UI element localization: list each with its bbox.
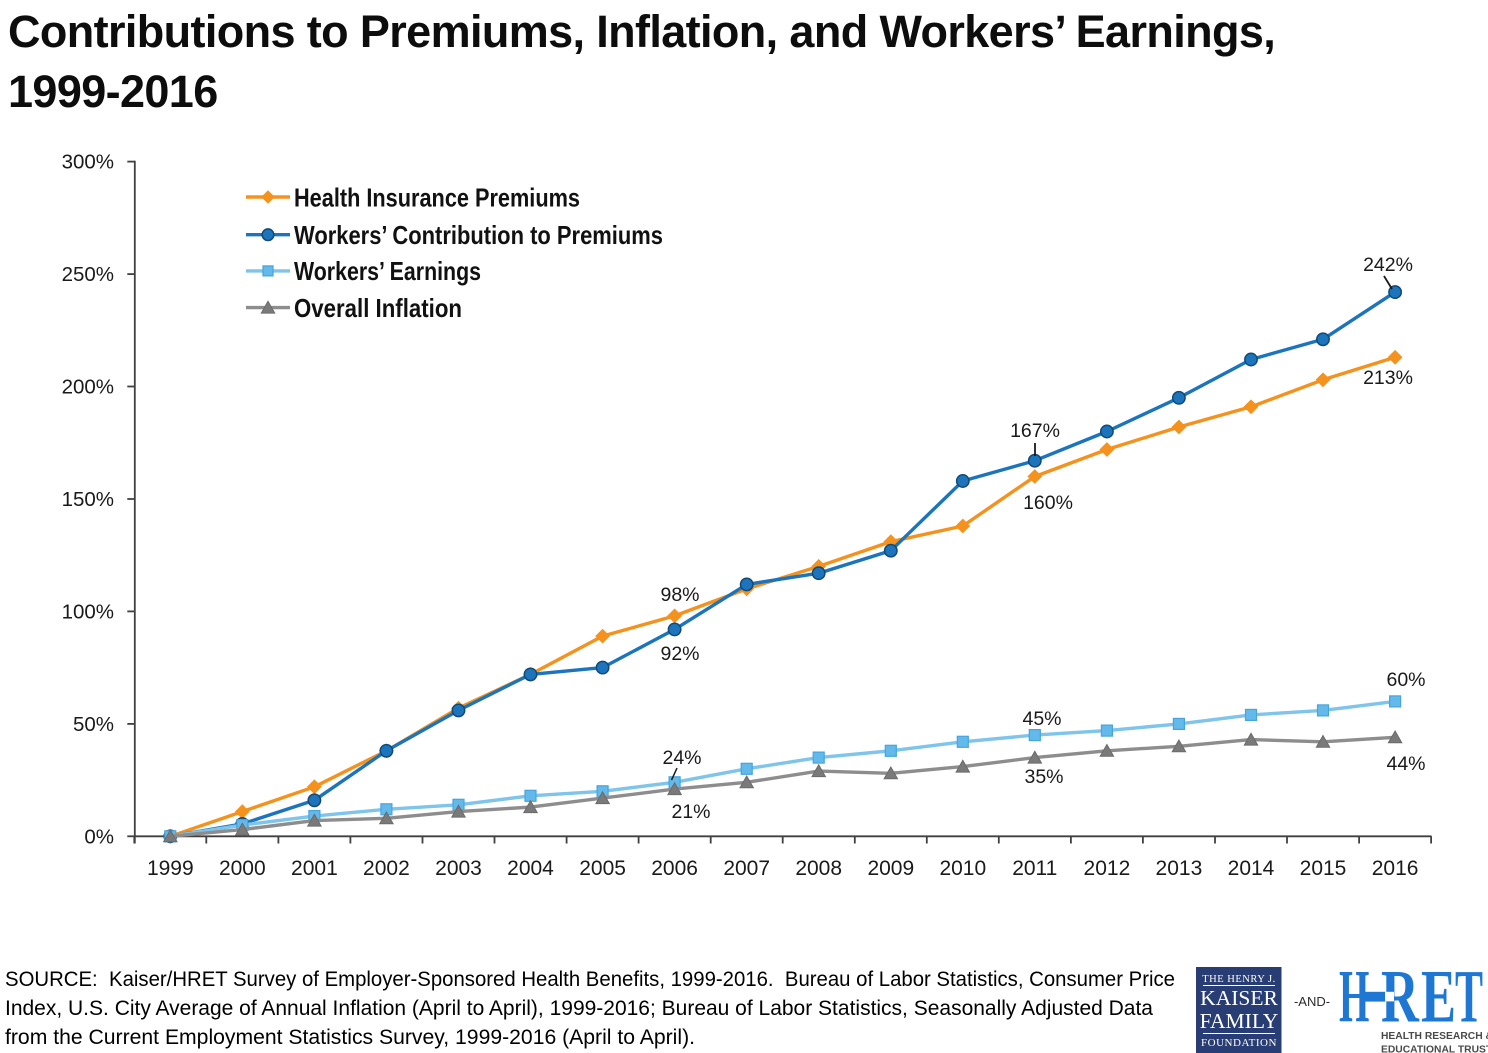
svg-text:60%: 60% [1386,669,1425,691]
svg-text:24%: 24% [662,747,701,769]
svg-text:2000: 2000 [219,857,266,880]
svg-text:150%: 150% [62,488,114,511]
svg-text:Contributions to Premiums, Inf: Contributions to Premiums, Inflation, an… [8,6,1275,57]
svg-text:2009: 2009 [867,857,914,880]
svg-text:Workers’ Contribution to Premi: Workers’ Contribution to Premiums [294,220,663,250]
svg-text:2008: 2008 [795,857,842,880]
svg-text:2010: 2010 [939,857,986,880]
svg-text:92%: 92% [660,643,699,665]
svg-text:45%: 45% [1022,708,1061,730]
svg-text:-AND-: -AND- [1294,994,1330,1009]
svg-text:HEALTH RESEARCH &: HEALTH RESEARCH & [1381,1031,1488,1042]
svg-text:0%: 0% [84,825,114,848]
svg-text:T: T [1455,956,1483,1039]
svg-text:FAMILY: FAMILY [1200,1009,1279,1033]
svg-text:2012: 2012 [1084,857,1131,880]
svg-text:2014: 2014 [1228,857,1275,880]
svg-text:2002: 2002 [363,857,410,880]
svg-text:FOUNDATION: FOUNDATION [1201,1037,1277,1049]
svg-text:35%: 35% [1024,766,1063,788]
svg-text:from the Current Employment St: from the Current Employment Statistics S… [5,1026,695,1049]
svg-text:2015: 2015 [1300,857,1347,880]
svg-text:THE HENRY J.: THE HENRY J. [1202,974,1276,985]
svg-text:2001: 2001 [291,857,338,880]
svg-text:Index, U.S. City Average of An: Index, U.S. City Average of Annual Infla… [5,997,1153,1020]
svg-text:Overall Inflation: Overall Inflation [294,293,462,323]
svg-text:213%: 213% [1363,367,1413,389]
svg-text:2006: 2006 [651,857,698,880]
svg-text:200%: 200% [62,376,114,399]
svg-text:100%: 100% [62,600,114,623]
svg-text:1999-2016: 1999-2016 [8,66,218,117]
svg-text:2013: 2013 [1156,857,1203,880]
svg-text:2005: 2005 [579,857,626,880]
svg-text:1999: 1999 [147,857,194,880]
svg-text:E: E [1421,955,1456,1038]
svg-text:2007: 2007 [723,857,770,880]
svg-text:2003: 2003 [435,857,482,880]
svg-text:250%: 250% [62,263,114,286]
svg-text:Workers’ Earnings: Workers’ Earnings [294,256,481,286]
svg-text:98%: 98% [660,584,699,606]
svg-text:EDUCATIONAL TRUST: EDUCATIONAL TRUST [1381,1045,1488,1053]
svg-text:Health Insurance Premiums: Health Insurance Premiums [294,182,580,212]
svg-text:160%: 160% [1023,492,1073,514]
svg-text:242%: 242% [1363,254,1413,276]
svg-text:2011: 2011 [1012,857,1057,880]
svg-text:167%: 167% [1010,420,1060,442]
svg-text:300%: 300% [62,151,114,174]
svg-text:SOURCE: Kaiser/HRET Survey of: SOURCE: Kaiser/HRET Survey of Employer-S… [5,968,1175,991]
svg-text:2004: 2004 [507,857,554,880]
svg-text:21%: 21% [671,801,710,823]
svg-text:2016: 2016 [1372,857,1419,880]
svg-text:50%: 50% [73,713,114,736]
svg-text:44%: 44% [1386,753,1425,775]
svg-text:KAISER: KAISER [1200,986,1278,1010]
